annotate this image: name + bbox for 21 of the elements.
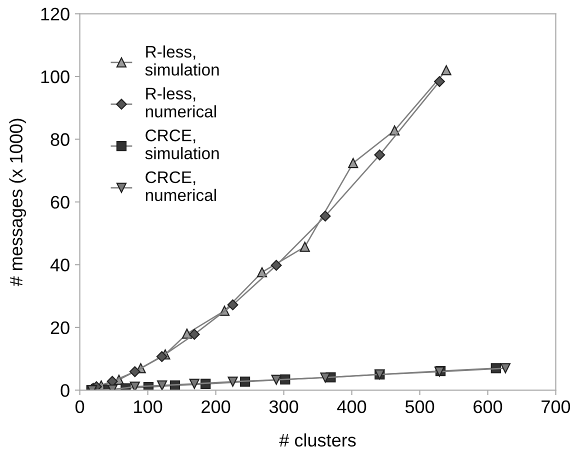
x-tick-label: 500 <box>405 400 434 414</box>
y-tick-label: 20 <box>50 321 70 334</box>
x-tick-label: 200 <box>202 400 230 414</box>
legend-label: R-less, simulation <box>145 45 219 76</box>
x-tick-label: 600 <box>474 400 502 414</box>
x-tick-label: 0 <box>75 400 84 414</box>
x-tick-label: 400 <box>337 400 366 414</box>
y-tick-label: 0 <box>60 384 70 397</box>
x-tick-label: 700 <box>542 400 570 414</box>
x-tick-label: 300 <box>269 400 298 414</box>
y-tick-label: 120 <box>41 8 70 20</box>
legend-label: R-less, numerical <box>146 87 216 118</box>
y-tick-label: 60 <box>50 196 70 209</box>
legend-label: CRCE, numerical <box>146 171 216 202</box>
x-tick-label: 100 <box>134 400 162 414</box>
y-tick-label: 80 <box>50 133 70 146</box>
x-axis-title: # clusters <box>279 433 356 447</box>
y-axis-title: # messages (x 1000) <box>9 118 26 286</box>
legend-label: CRCE, simulation <box>145 130 219 160</box>
y-tick-label: 40 <box>50 258 70 272</box>
y-tick-label: 100 <box>41 70 70 84</box>
